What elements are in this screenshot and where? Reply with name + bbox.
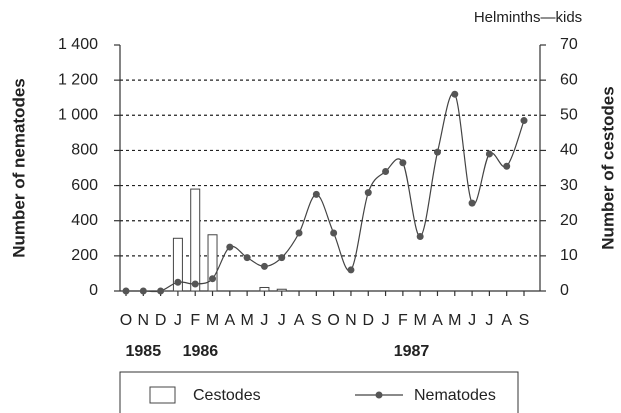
line <box>125 92 525 293</box>
x-tick-label: J <box>382 312 390 329</box>
point <box>226 243 234 251</box>
point <box>209 275 217 283</box>
y-tick-label: 1 000 <box>58 107 98 124</box>
point <box>433 148 441 156</box>
bar <box>190 188 201 292</box>
bar <box>259 286 270 292</box>
x-tick-label: A <box>432 312 443 329</box>
point <box>191 280 199 288</box>
x-tick-label: A <box>224 312 235 329</box>
y2-tick-label: 70 <box>560 36 578 53</box>
y-tick-label: 0 <box>89 282 98 299</box>
point <box>399 159 407 167</box>
x-tick-label: N <box>345 312 357 329</box>
year-label: 1985 <box>126 343 162 360</box>
point <box>503 162 511 170</box>
y2-tick-label: 60 <box>560 71 578 88</box>
point <box>157 287 165 295</box>
x-tick-label: A <box>294 312 305 329</box>
year-label: 1987 <box>394 343 430 360</box>
y2-tick-label: 50 <box>560 107 578 124</box>
x-tick-label: J <box>468 312 476 329</box>
x-tick-label: D <box>155 312 167 329</box>
x-tick-label: N <box>138 312 150 329</box>
x-tick-label: J <box>260 312 268 329</box>
chart-title: Helminths—kids <box>474 9 582 26</box>
x-tick-label: O <box>327 312 339 329</box>
y2-tick-label: 20 <box>560 212 578 229</box>
point <box>122 287 130 295</box>
x-tick-label: D <box>362 312 374 329</box>
year-label: 1986 <box>183 343 219 360</box>
x-tick-label: F <box>398 312 408 329</box>
legend-label: Cestodes <box>193 387 261 404</box>
y2-tick-label: 30 <box>560 177 578 194</box>
legend-label: Nematodes <box>414 387 496 404</box>
point <box>139 287 147 295</box>
point <box>468 199 476 207</box>
bar <box>276 288 287 292</box>
x-tick-label: S <box>519 312 530 329</box>
point <box>347 266 355 274</box>
legend-box <box>119 371 519 413</box>
point <box>451 90 459 98</box>
point <box>330 229 338 237</box>
y-tick-label: 400 <box>71 212 98 229</box>
x-tick-label: A <box>501 312 512 329</box>
x-tick-label: M <box>448 312 461 329</box>
legend-swatch <box>375 391 383 399</box>
y2-tick-label: 10 <box>560 247 578 264</box>
x-tick-label: M <box>206 312 219 329</box>
bar <box>172 237 183 292</box>
x-tick-label: F <box>190 312 200 329</box>
point <box>295 229 303 237</box>
x-tick-label: J <box>174 312 182 329</box>
point <box>485 150 493 158</box>
y-axis-title: Number of nematodes <box>9 78 28 257</box>
point <box>243 254 251 262</box>
x-tick-label: M <box>414 312 427 329</box>
point <box>312 190 320 198</box>
legend-swatch <box>149 386 176 404</box>
x-tick-label: M <box>240 312 253 329</box>
y-tick-label: 200 <box>71 247 98 264</box>
x-tick-label: O <box>120 312 132 329</box>
point <box>416 233 424 241</box>
point <box>260 262 268 270</box>
y-tick-label: 800 <box>71 142 98 159</box>
x-tick-label: J <box>485 312 493 329</box>
y-tick-label: 600 <box>71 177 98 194</box>
y2-tick-label: 0 <box>560 282 569 299</box>
point <box>520 117 528 125</box>
y2-tick-label: 40 <box>560 142 578 159</box>
x-tick-label: S <box>311 312 322 329</box>
y-tick-label: 1 400 <box>58 36 98 53</box>
point <box>364 189 372 197</box>
point <box>278 254 286 262</box>
point <box>382 168 390 176</box>
point <box>174 278 182 286</box>
y2-axis-title: Number of cestodes <box>598 86 617 249</box>
bar <box>207 234 218 292</box>
x-tick-label: J <box>278 312 286 329</box>
y-tick-label: 1 200 <box>58 71 98 88</box>
